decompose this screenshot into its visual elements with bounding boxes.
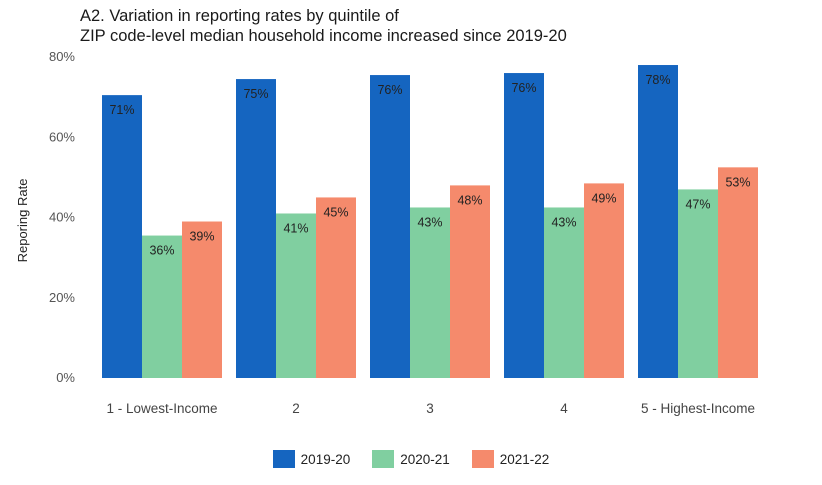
legend-label-2019-20: 2019-20	[300, 451, 351, 467]
bar-2021-22-2	[316, 197, 356, 378]
bar-data-label: 47%	[685, 197, 710, 211]
bar-2020-21-1	[142, 235, 182, 378]
legend-item-2019-20: 2019-20	[272, 450, 351, 468]
bar-2021-22-5	[718, 167, 758, 378]
bar-chart: 0% 20% 40% 60% 80% Reporing Rate 71% 36% 39% 1 - …	[15, 49, 758, 416]
chart-title-line-2: ZIP code-level median household income i…	[80, 27, 567, 45]
bar-data-label: 71%	[109, 103, 134, 117]
bar-2019-20-1	[102, 95, 142, 379]
bar-data-label: 39%	[189, 230, 214, 244]
y-tick-label: 20%	[49, 290, 75, 305]
bar-data-label: 49%	[591, 191, 616, 205]
x-tick-label: 4	[560, 401, 568, 416]
y-tick-label: 60%	[49, 129, 75, 144]
bar-data-label: 43%	[551, 215, 576, 229]
bar-2021-22-3	[450, 185, 490, 378]
bar-data-label: 75%	[243, 87, 268, 101]
bar-2020-21-2	[276, 213, 316, 378]
y-tick-label: 80%	[49, 49, 75, 64]
bar-2019-20-3	[370, 75, 410, 379]
bar-data-label: 48%	[457, 193, 482, 207]
legend-item-2020-21: 2020-21	[372, 450, 450, 468]
bar-2020-21-4	[544, 207, 584, 378]
x-tick-label: 5 - Highest-Income	[641, 401, 755, 416]
bar-data-label: 76%	[511, 81, 536, 95]
bar-data-label: 78%	[645, 73, 670, 87]
x-tick-label: 2	[292, 401, 300, 416]
bar-2019-20-2	[236, 79, 276, 378]
bar-2019-20-4	[504, 73, 544, 379]
y-tick-label: 40%	[49, 210, 75, 225]
bar-2019-20-5	[638, 65, 678, 379]
chart-title-line-1: A2. Variation in reporting rates by quin…	[80, 7, 399, 25]
legend: 2019-20 2020-21 2021-22	[0, 450, 822, 468]
legend-label-2021-22: 2021-22	[499, 451, 550, 467]
legend-swatch-2021-22	[471, 450, 494, 468]
legend-label-2020-21: 2020-21	[400, 451, 450, 467]
bar-data-label: 76%	[377, 83, 402, 97]
chart-title: A2. Variation in reporting rates by quin…	[80, 6, 567, 46]
bar-data-label: 53%	[725, 175, 750, 189]
x-tick-label: 3	[426, 401, 434, 416]
bar-2020-21-3	[410, 207, 450, 378]
bar-data-label: 43%	[417, 215, 442, 229]
y-tick-label: 0%	[56, 370, 75, 385]
legend-item-2021-22: 2021-22	[471, 450, 550, 468]
legend-swatch-2020-21	[372, 450, 395, 468]
y-axis-title: Reporing Rate	[15, 179, 30, 263]
bar-data-label: 41%	[283, 221, 308, 235]
bar-2020-21-5	[678, 189, 718, 378]
bar-data-label: 36%	[149, 244, 174, 258]
x-tick-label: 1 - Lowest-Income	[106, 401, 217, 416]
bar-data-label: 45%	[323, 205, 348, 219]
bar-2021-22-4	[584, 183, 624, 378]
bar-2021-22-1	[182, 221, 222, 378]
legend-swatch-2019-20	[272, 450, 295, 468]
